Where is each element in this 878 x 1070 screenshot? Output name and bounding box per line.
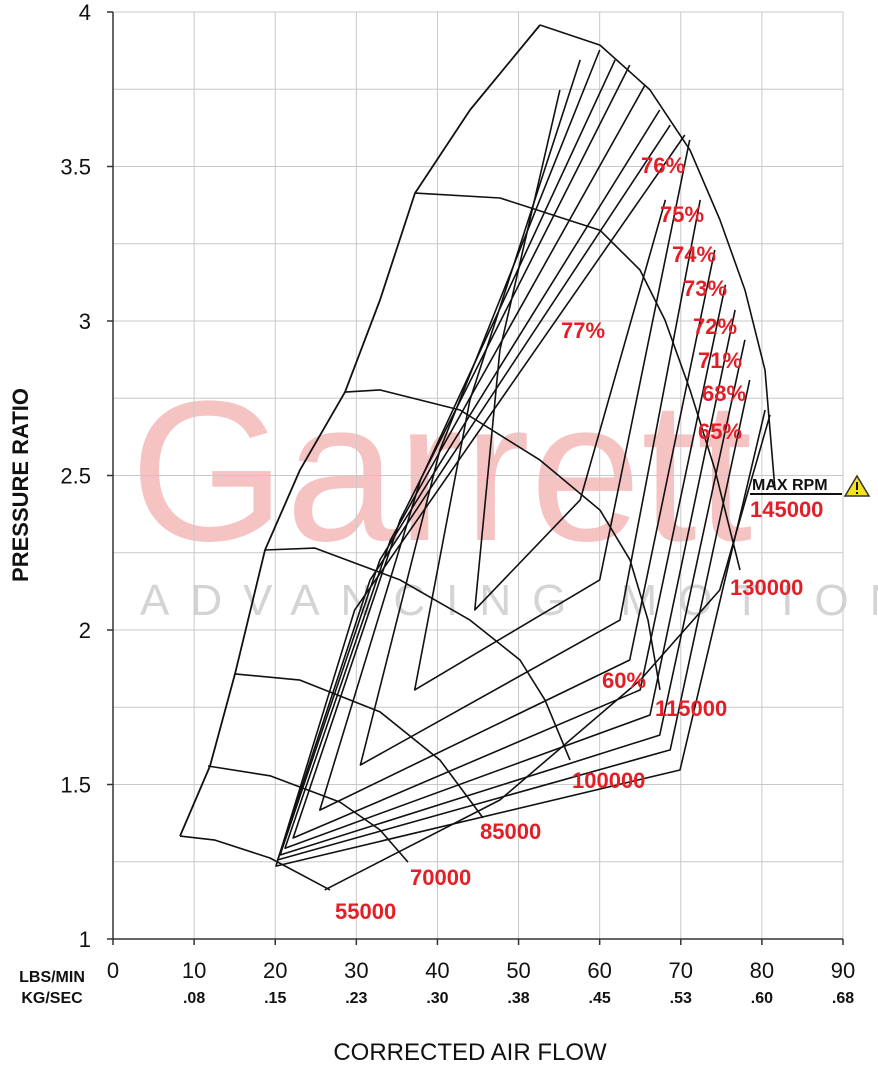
efficiency-label: 77%: [561, 318, 605, 343]
y-tick-label: 1: [79, 927, 91, 952]
x2-tick-label: .38: [507, 990, 529, 1007]
grid: [107, 11, 844, 945]
x-tick-label: 70: [669, 958, 693, 983]
y-tick-label: 1.5: [60, 773, 91, 798]
surge-line: [179, 24, 541, 837]
efficiency-contour: [319, 59, 716, 811]
speed-label: 130000: [730, 575, 803, 600]
efficiency-label: 75%: [660, 202, 704, 227]
efficiency-label: 74%: [672, 242, 716, 267]
y-tick-label: 4: [79, 0, 91, 25]
map-lines: [179, 24, 776, 891]
x-tick-label: 20: [263, 958, 287, 983]
efficiency-contour: [413, 59, 691, 691]
x-tick-label: 40: [425, 958, 449, 983]
efficiency-contour: [474, 89, 667, 611]
watermark-tagline: ADVANCING MOTION: [140, 576, 878, 625]
efficiency-label: 60%: [602, 668, 646, 693]
speed-line: [179, 835, 331, 891]
speed-line: [264, 547, 571, 761]
x2-tick-label: .30: [426, 990, 448, 1007]
efficiency-label: 65%: [698, 419, 742, 444]
y-tick-label: 2.5: [60, 464, 91, 489]
speed-label: 85000: [480, 819, 541, 844]
max-rpm-label: MAX RPM: [752, 477, 828, 494]
x-tick-label: 60: [587, 958, 611, 983]
speed-line: [344, 389, 661, 691]
y-tick-label: 3.5: [60, 155, 91, 180]
speed-line: [234, 673, 484, 819]
x-unit-label: LBS/MIN: [19, 969, 85, 986]
efficiency-contour: [284, 84, 736, 849]
efficiency-label: 76%: [641, 153, 685, 178]
efficiency-label: 73%: [683, 276, 727, 301]
x-tick-label: 50: [506, 958, 530, 983]
speed-label: 55000: [335, 899, 396, 924]
speed-line: [414, 192, 741, 571]
y-tick-label: 3: [79, 309, 91, 334]
speed-label: 145000: [750, 497, 823, 522]
x2-tick-label: .15: [264, 990, 286, 1007]
x2-tick-label: .53: [670, 990, 692, 1007]
x2-unit-label: KG/SEC: [21, 990, 83, 1007]
speed-label: 70000: [410, 865, 471, 890]
speed-label: 100000: [572, 768, 645, 793]
x2-tick-label: .60: [751, 990, 773, 1007]
efficiency-label: 71%: [698, 348, 742, 373]
efficiency-label: 72%: [693, 314, 737, 339]
speed-label: 115000: [655, 696, 727, 721]
x-tick-label: 10: [182, 958, 206, 983]
y-axis-title: PRESSURE RATIO: [8, 388, 33, 582]
x2-tick-label: .68: [832, 990, 854, 1007]
x2-tick-label: .08: [183, 990, 205, 1007]
efficiency-contour: [324, 414, 771, 891]
efficiency-contour: [292, 64, 727, 839]
y-tick-label: 2: [79, 618, 91, 643]
x-tick-label: 30: [344, 958, 368, 983]
x-tick-label: 80: [750, 958, 774, 983]
efficiency-contour: [275, 134, 766, 867]
speed-line: [539, 24, 776, 491]
x-tick-label: 0: [107, 958, 119, 983]
speed-line: [207, 765, 409, 863]
labels: 11.522.533.540 10 20 30 40 50 60 70 80 90.08.15.2…: [60, 0, 855, 1007]
efficiency-label: 68%: [702, 381, 746, 406]
efficiency-contour: [359, 49, 701, 766]
x2-tick-label: .45: [589, 990, 611, 1007]
warning-icon: [843, 474, 871, 497]
x-axis-title: CORRECTED AIR FLOW: [333, 1039, 607, 1065]
x2-tick-label: .23: [345, 990, 367, 1007]
x-tick-label: 90: [831, 958, 855, 983]
